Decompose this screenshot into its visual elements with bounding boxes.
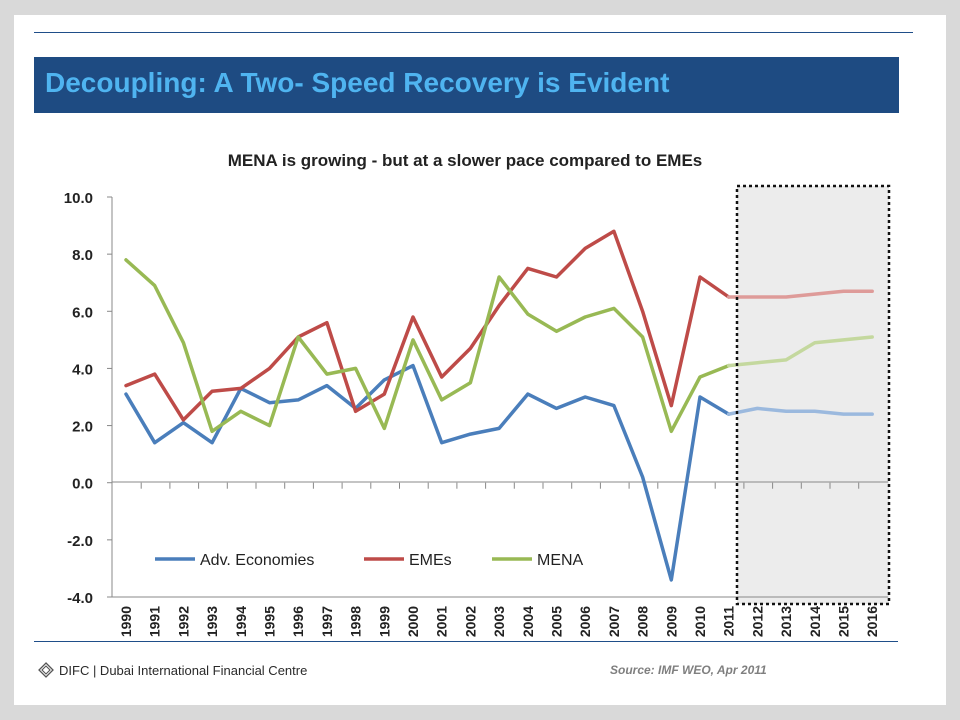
x-tick-label-1991: 1991 <box>147 606 163 637</box>
legend-label-mena: MENA <box>537 552 584 569</box>
y-tick-label: -2.0 <box>67 533 93 550</box>
projection-box <box>735 184 891 606</box>
y-tick-label: 10.0 <box>64 190 93 207</box>
x-tick-label-2012: 2012 <box>749 606 765 637</box>
x-tick-label-2013: 2013 <box>778 606 794 637</box>
x-ticks <box>140 482 860 489</box>
series-lines <box>124 229 874 582</box>
y-tick-label: 4.0 <box>72 361 93 378</box>
legend: Adv. Economies EMEs MENA <box>155 552 584 569</box>
y-tick-label: 6.0 <box>72 304 93 321</box>
x-tick-label-2003: 2003 <box>491 606 507 637</box>
projection-shade <box>737 186 889 604</box>
y-ticks: -4.0 -2.0 0.0 2.0 4.0 6.0 8.0 10.0 <box>64 190 112 607</box>
x-tick-label-2008: 2008 <box>635 606 651 637</box>
chart-title: MENA is growing - but at a slower pace c… <box>228 151 703 170</box>
series-projection-mena <box>726 335 874 368</box>
x-tick-label-1996: 1996 <box>290 606 306 637</box>
series-line-emes <box>124 229 731 422</box>
series-projection-adv-economies <box>726 406 874 416</box>
series-projection-emes <box>726 289 874 299</box>
x-tick-label-2001: 2001 <box>434 606 450 637</box>
y-tick-label: 0.0 <box>72 476 93 493</box>
series-line-mena <box>124 258 731 434</box>
x-tick-label-1997: 1997 <box>319 606 335 637</box>
legend-label-adv-economies: Adv. Economies <box>200 552 314 569</box>
series-line-adv-economies <box>124 363 731 582</box>
y-tick-label: -4.0 <box>67 590 93 607</box>
x-tick-label-1993: 1993 <box>204 606 220 637</box>
logo-text: DIFC | Dubai International Financial Cen… <box>59 662 308 678</box>
difc-diamond-icon <box>38 662 54 678</box>
difc-logo: DIFC | Dubai International Financial Cen… <box>38 660 307 680</box>
y-tick-label: 8.0 <box>72 247 93 264</box>
x-tick-label-2006: 2006 <box>577 606 593 637</box>
x-tick-label-1999: 1999 <box>376 606 392 637</box>
x-tick-label-1992: 1992 <box>175 606 191 637</box>
x-tick-label-1990: 1990 <box>118 606 134 637</box>
x-tick-label-2016: 2016 <box>864 606 880 637</box>
x-tick-label-2011: 2011 <box>721 606 737 637</box>
x-tick-label-1998: 1998 <box>348 606 364 637</box>
x-tick-label-1995: 1995 <box>262 606 278 637</box>
title-bar: Decoupling: A Two- Speed Recovery is Evi… <box>34 57 899 113</box>
x-tick-label-2000: 2000 <box>405 606 421 637</box>
top-rule <box>34 32 913 33</box>
slide-title: Decoupling: A Two- Speed Recovery is Evi… <box>45 67 670 98</box>
x-tick-label-2014: 2014 <box>807 606 823 637</box>
x-tick-label-2010: 2010 <box>692 606 708 637</box>
legend-label-emes: EMEs <box>409 552 452 569</box>
y-tick-label: 2.0 <box>72 419 93 436</box>
x-tick-label-2005: 2005 <box>549 606 565 637</box>
x-tick-label-2015: 2015 <box>836 606 852 637</box>
x-tick-label-2004: 2004 <box>520 606 536 637</box>
x-labels: 1990 1991 1992 1993 1994 1995 1996 1997 1998 1999… <box>118 606 880 637</box>
source-note: Source: IMF WEO, Apr 2011 <box>610 663 767 677</box>
bottom-rule <box>34 641 898 642</box>
x-tick-label-2007: 2007 <box>606 606 622 637</box>
x-tick-label-2009: 2009 <box>663 606 679 637</box>
x-tick-label-2002: 2002 <box>462 606 478 637</box>
x-tick-label-1994: 1994 <box>233 606 249 637</box>
